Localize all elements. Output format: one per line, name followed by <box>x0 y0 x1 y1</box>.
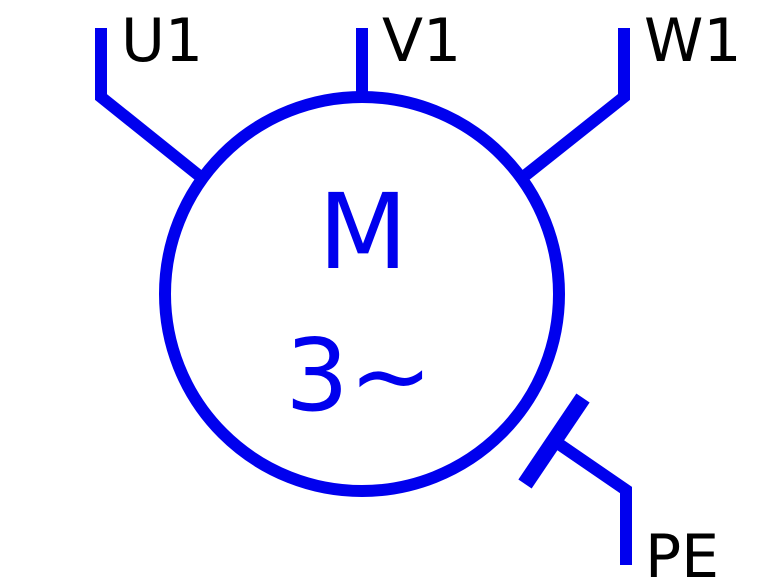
terminal-label-v1: V1 <box>382 6 461 76</box>
w1-lead <box>518 28 630 183</box>
terminal-label-u1: U1 <box>121 6 203 76</box>
terminal-label-pe: PE <box>645 522 719 585</box>
pe-lead <box>552 437 632 565</box>
terminal-label-w1: W1 <box>644 6 742 76</box>
pe-bar <box>518 393 590 489</box>
motor-letter: M <box>318 171 408 293</box>
motor-phase: 3~ <box>285 317 432 434</box>
u1-lead <box>95 28 206 183</box>
